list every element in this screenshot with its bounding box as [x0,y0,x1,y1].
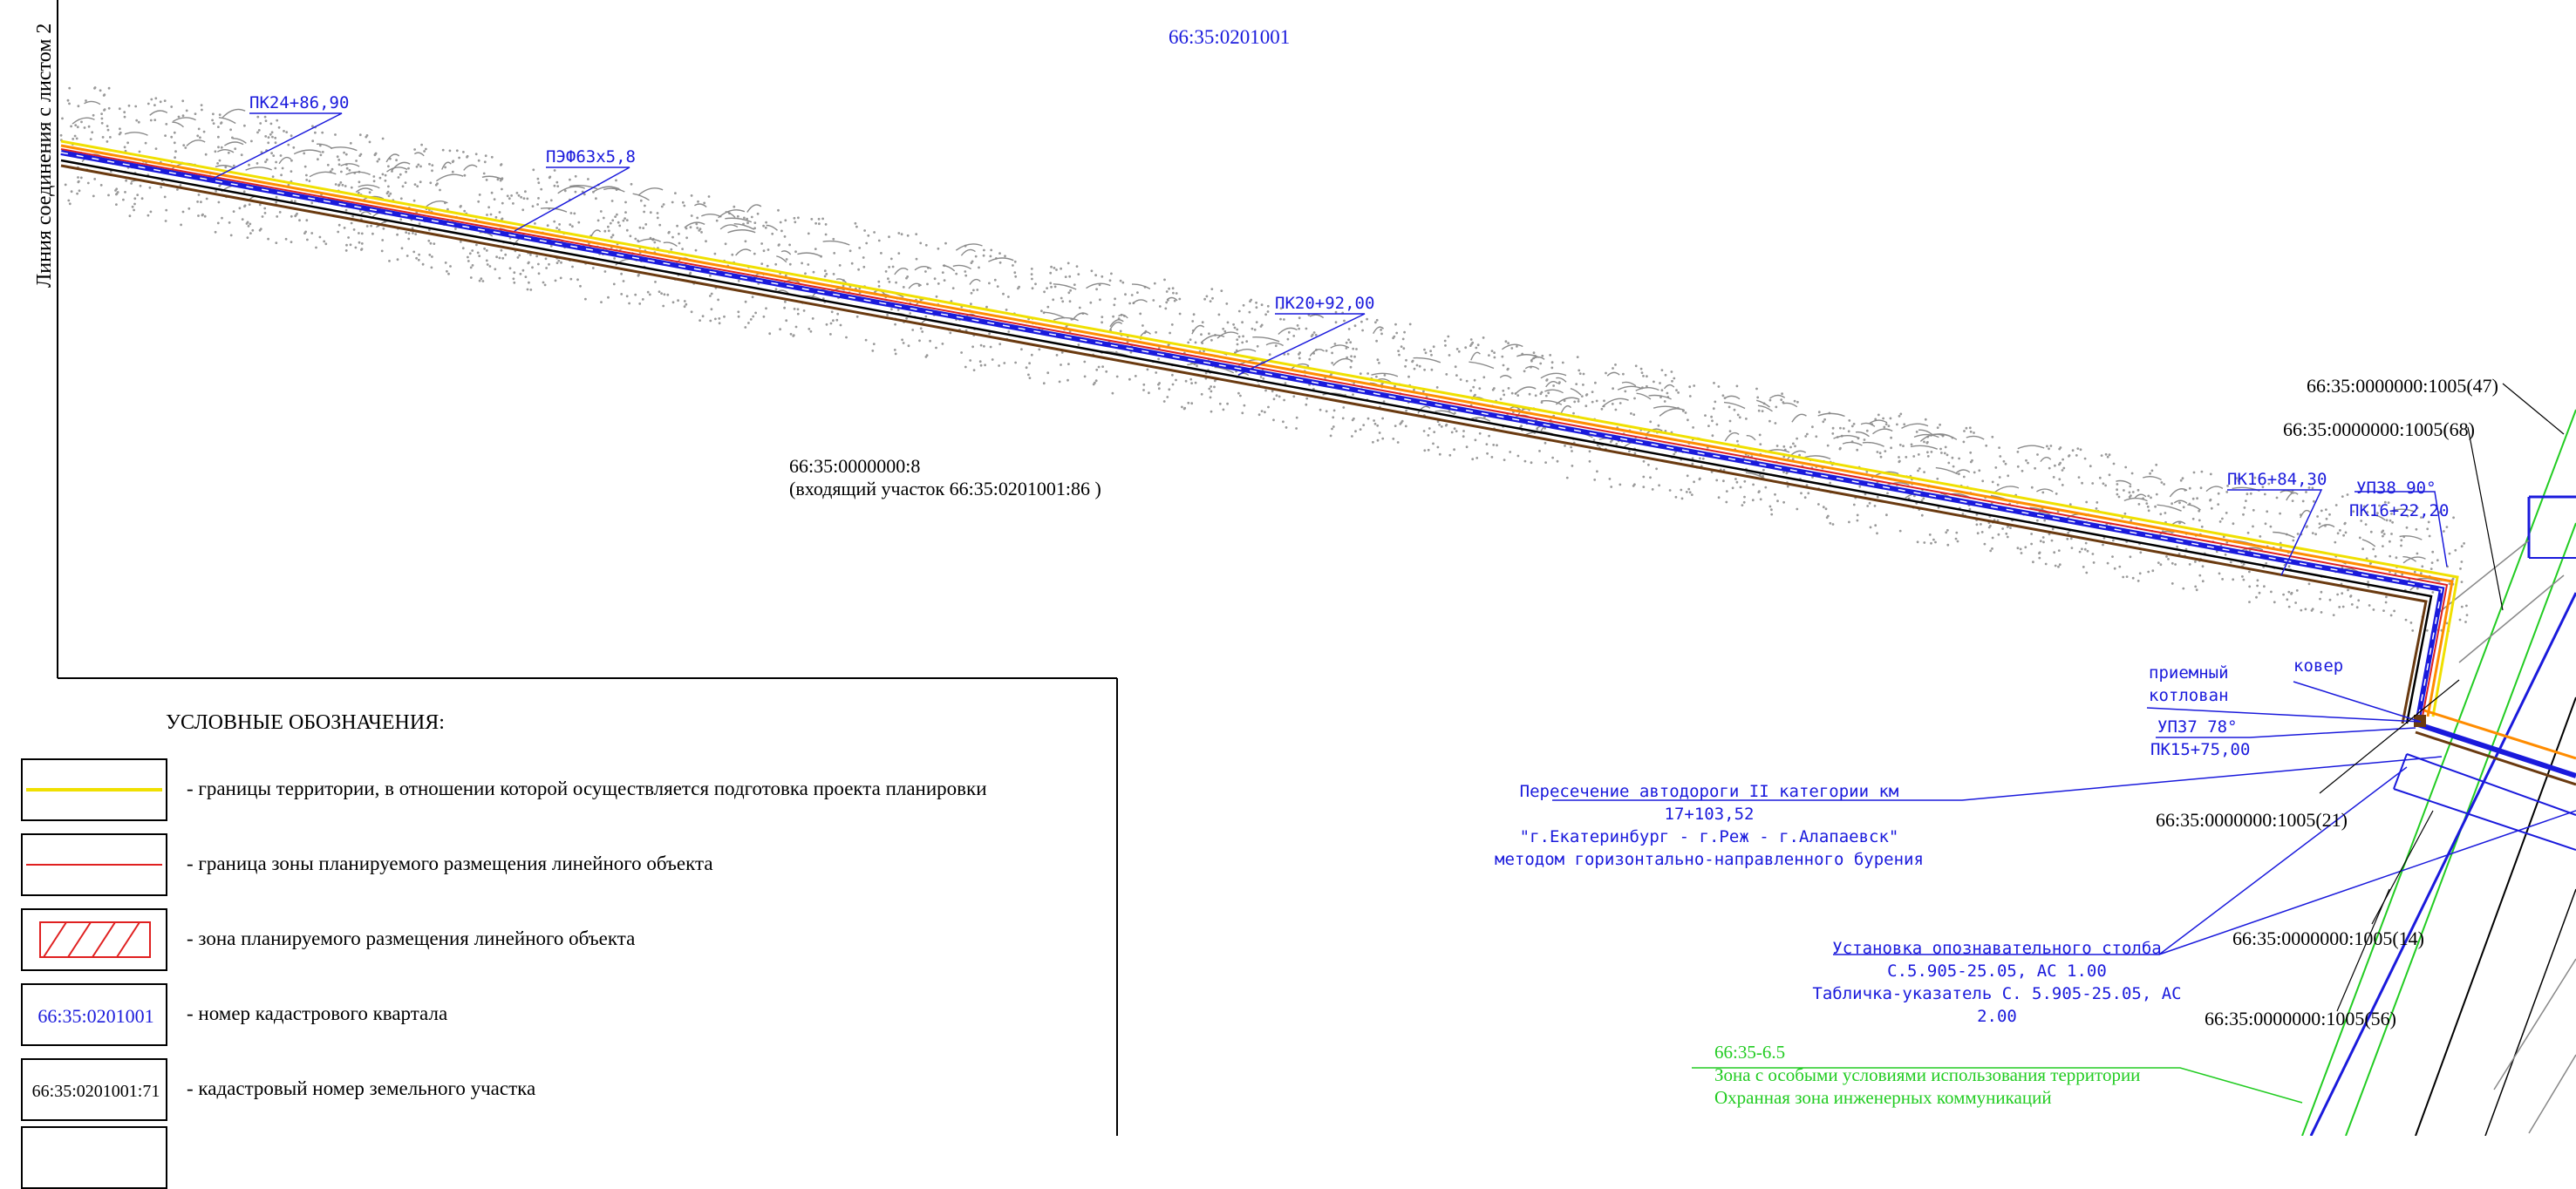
join-line-label: Линия соединения с листом 2 [33,24,56,288]
zone-label-line2: Охранная зона инженерных коммуникаций [1714,1087,2052,1108]
legend-item-territory: - границы территории, в отношении которо… [21,758,1102,821]
legend-text: - зона планируемого размещения линейного… [187,927,636,949]
parcel-main-label: 66:35:0000000:8 [789,455,920,477]
turn-point-37-label: УП37 78° [2157,717,2238,737]
pit-label-line2: котлован [2149,686,2229,705]
legend-code-quarter: 66:35:0201001 [37,1005,154,1027]
post-label-line3: Табличка-указатель С. 5.905-25.05, АС [1812,984,2181,1003]
pk-label-e: ПК15+75,00 [2150,740,2250,759]
kover-label: ковер [2293,656,2343,676]
parcel-68-label: 66:35:0000000:1005(68) [2283,418,2475,440]
turn-point-38-label: УП38 90° [2356,479,2436,498]
pk-label-a: ПК24+86,90 [249,93,349,112]
crossing-label-line1: Пересечение автодороги II категории км [1520,782,1899,801]
sheet-frame [57,0,1118,1136]
legend-text: - кадастровый номер земельного участка [187,1077,536,1099]
crossing-label-line4: методом горизонтально-направленного буре… [1495,850,1924,869]
parcel-leaders [2319,383,2565,1012]
leader-lines [210,112,2576,955]
pit-label-line1: приемный [2149,663,2229,683]
legend-title: УСЛОВНЫЕ ОБОЗНАЧЕНИЯ: [166,711,445,734]
crossing-label-line3: "г.Екатеринбург - г.Реж - г.Алапаевск" [1520,827,1899,846]
post-label-line1: Установка опознавательного столба [1832,939,2162,958]
legend-text: - граница зоны планируемого размещения л… [187,853,713,874]
parcel-21-label: 66:35:0000000:1005(21) [2156,809,2348,831]
pipeline-route [60,139,2576,786]
parcel-main-sub-label: (входящий участок 66:35:0201001:86 ) [789,478,1101,499]
pipe-spec-label: ПЭФ63х5,8 [546,147,636,166]
legend-symbol-red-hatch [21,908,167,971]
crossing-label-line2: 17+103,52 [1665,805,1755,824]
parcel-56-label: 66:35:0000000:1005(56) [2205,1008,2396,1029]
legend-symbol-red-line [21,833,167,896]
pk-label-c: ПК16+84,30 [2227,470,2327,489]
zone-leader [1692,1067,2303,1104]
parcel-47-label: 66:35:0000000:1005(47) [2307,375,2498,397]
legend-item-parcel: 66:35:0201001:71 - кадастровый номер зем… [21,1058,1102,1121]
legend-text: - границы территории, в отношении которо… [187,778,987,799]
legend-panel: УСЛОВНЫЕ ОБОЗНАЧЕНИЯ: - границы территор… [0,680,1117,1189]
legend-code-parcel: 66:35:0201001:71 [31,1081,160,1101]
quarter-number-label: 66:35:0201001 [1169,26,1290,48]
legend-symbol-quarter: 66:35:0201001 [21,983,167,1046]
legend-item-zone-border: - граница зоны планируемого размещения л… [21,833,1102,896]
zone-code-label: 66:35-6.5 [1714,1042,1785,1063]
pk-label-b: ПК20+92,00 [1275,294,1374,313]
zone-label-line1: Зона с особыми условиями использования т… [1714,1064,2140,1085]
pk-label-d: ПК16+22,20 [2349,501,2449,520]
legend-text: - номер кадастрового квартала [187,1002,448,1024]
legend-symbol-parcel: 66:35:0201001:71 [21,1058,167,1121]
legend-item-zone-area: - зона планируемого размещения линейного… [21,908,1102,971]
post-label-line2: С.5.905-25.05, АС 1.00 [1887,961,2107,981]
legend-item-quarter: 66:35:0201001 - номер кадастрового кварт… [21,983,1102,1046]
plan-drawing: Линия соединения с листом 2 66:35:020100… [33,0,2576,1136]
road-area [2301,409,2576,1136]
legend-symbol-yellow-line [21,758,167,821]
parcel-14-label: 66:35:0000000:1005(14) [2232,927,2424,949]
post-label-line4: 2.00 [1977,1007,2017,1026]
